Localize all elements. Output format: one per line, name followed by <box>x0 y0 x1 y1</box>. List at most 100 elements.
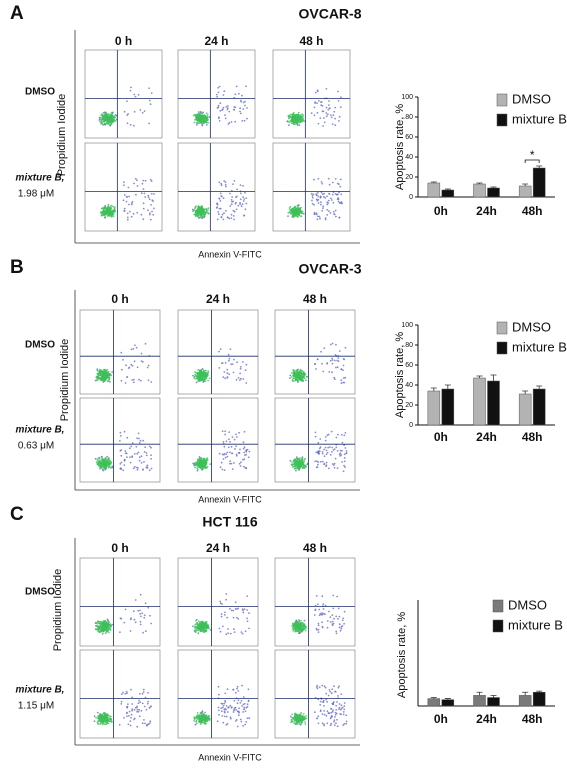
event-dot <box>227 123 230 125</box>
event-dot <box>340 693 343 695</box>
event-dot <box>107 380 110 383</box>
x-tick-label: 24h <box>476 204 497 218</box>
event-dot <box>140 360 143 362</box>
error-bar <box>430 387 437 391</box>
event-dot <box>328 193 331 195</box>
event-dot <box>329 621 332 623</box>
event-dot <box>114 116 117 119</box>
event-dot <box>231 363 234 365</box>
event-dot <box>340 625 343 628</box>
event-dot <box>130 348 133 351</box>
event-dot <box>201 377 204 380</box>
event-dot <box>152 200 155 203</box>
event-dot <box>127 703 129 705</box>
event-dot <box>148 122 151 125</box>
event-dot <box>199 216 201 219</box>
event-dot <box>205 459 208 462</box>
event-dot <box>299 626 302 629</box>
event-dot <box>293 206 296 209</box>
event-dot <box>139 623 142 626</box>
event-dot <box>303 459 305 461</box>
significance-mark: * <box>530 148 535 162</box>
event-dot <box>96 711 99 714</box>
event-dot <box>239 184 242 187</box>
event-dot <box>298 621 300 623</box>
y-axis-label: Propidium Iodide <box>56 94 68 177</box>
event-dot <box>296 713 299 716</box>
event-dot <box>143 461 145 463</box>
plot-frame <box>272 142 351 232</box>
event-dot <box>335 632 338 635</box>
event-dot <box>240 700 243 702</box>
event-dot <box>225 453 228 456</box>
event-dot <box>132 381 135 384</box>
event-dot <box>242 609 244 612</box>
event-dot <box>246 717 249 720</box>
row-label: DMSO <box>25 340 55 351</box>
event-dot <box>223 180 226 182</box>
event-dot <box>224 181 227 184</box>
event-dot <box>145 708 148 711</box>
event-dot <box>334 106 337 109</box>
event-dot <box>232 616 235 619</box>
event-dot <box>335 722 337 725</box>
event-dot <box>100 118 103 121</box>
bar <box>473 695 486 707</box>
event-dot <box>204 630 206 632</box>
flow-plot <box>272 49 351 139</box>
event-dot <box>206 114 209 116</box>
event-dot <box>229 632 232 635</box>
event-dot <box>288 121 291 124</box>
event-dot <box>345 722 348 725</box>
event-dot <box>294 630 296 633</box>
event-dot <box>343 460 346 463</box>
event-dot <box>107 722 110 725</box>
x-tick-label: 24h <box>476 712 497 726</box>
event-dot <box>331 463 334 465</box>
event-dot <box>317 622 320 625</box>
event-dot <box>98 464 100 467</box>
event-dot <box>294 459 297 461</box>
event-dot <box>242 361 244 363</box>
event-dot <box>322 701 324 703</box>
event-dot <box>311 194 314 197</box>
event-dot <box>300 215 303 218</box>
event-dot <box>144 179 147 182</box>
event-dot <box>340 368 343 371</box>
event-dot <box>340 704 343 707</box>
event-dot <box>220 216 223 219</box>
event-dot <box>294 372 296 375</box>
event-dot <box>204 463 207 466</box>
event-dot <box>238 92 240 95</box>
event-dot <box>147 209 149 212</box>
event-dot <box>215 207 218 209</box>
event-dot <box>302 461 305 464</box>
event-dot <box>339 629 342 632</box>
event-dot <box>316 199 319 202</box>
event-dot <box>332 594 335 597</box>
event-dot <box>200 112 203 114</box>
event-dot <box>238 462 241 465</box>
x-tick-label: 0h <box>434 712 448 726</box>
event-dot <box>343 622 345 625</box>
event-dot <box>107 203 110 206</box>
event-dot <box>140 615 142 618</box>
event-dot <box>330 197 332 200</box>
event-dot <box>326 362 328 364</box>
event-dot <box>219 600 222 603</box>
event-dot <box>299 457 301 459</box>
event-dot <box>290 719 293 721</box>
event-dot <box>102 124 104 126</box>
event-dot <box>226 372 229 375</box>
event-dot <box>218 207 221 210</box>
event-dot <box>143 110 146 112</box>
event-dot <box>337 100 340 102</box>
event-dot <box>239 112 242 115</box>
event-dot <box>333 213 335 215</box>
flow-plot <box>274 397 356 483</box>
event-dot <box>147 723 150 726</box>
event-dot <box>147 691 150 694</box>
event-dot <box>239 718 242 721</box>
event-dot <box>327 446 330 449</box>
event-dot <box>197 372 200 374</box>
